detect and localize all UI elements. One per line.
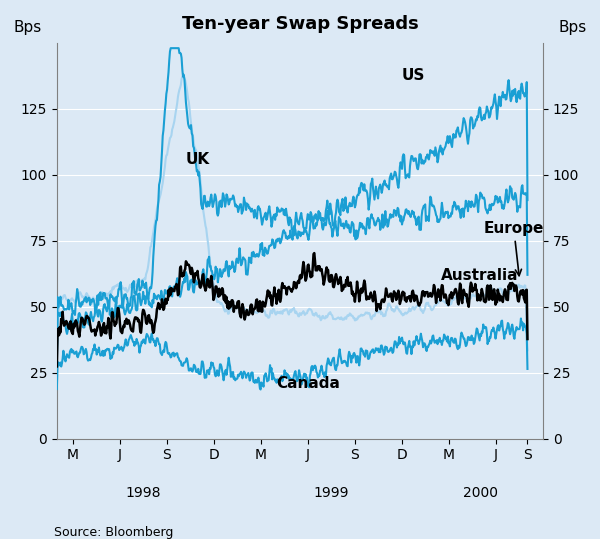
Text: Canada: Canada: [276, 376, 340, 391]
Text: 1999: 1999: [314, 486, 349, 500]
Text: UK: UK: [185, 152, 209, 167]
Text: US: US: [402, 68, 425, 83]
Text: Bps: Bps: [559, 20, 587, 35]
Text: Bps: Bps: [13, 20, 41, 35]
Text: Source: Bloomberg: Source: Bloomberg: [54, 526, 173, 539]
Text: 1998: 1998: [125, 486, 161, 500]
Text: 2000: 2000: [463, 486, 498, 500]
Title: Ten-year Swap Spreads: Ten-year Swap Spreads: [182, 15, 418, 33]
Text: Europe: Europe: [484, 221, 544, 275]
Text: Australia: Australia: [441, 268, 518, 284]
